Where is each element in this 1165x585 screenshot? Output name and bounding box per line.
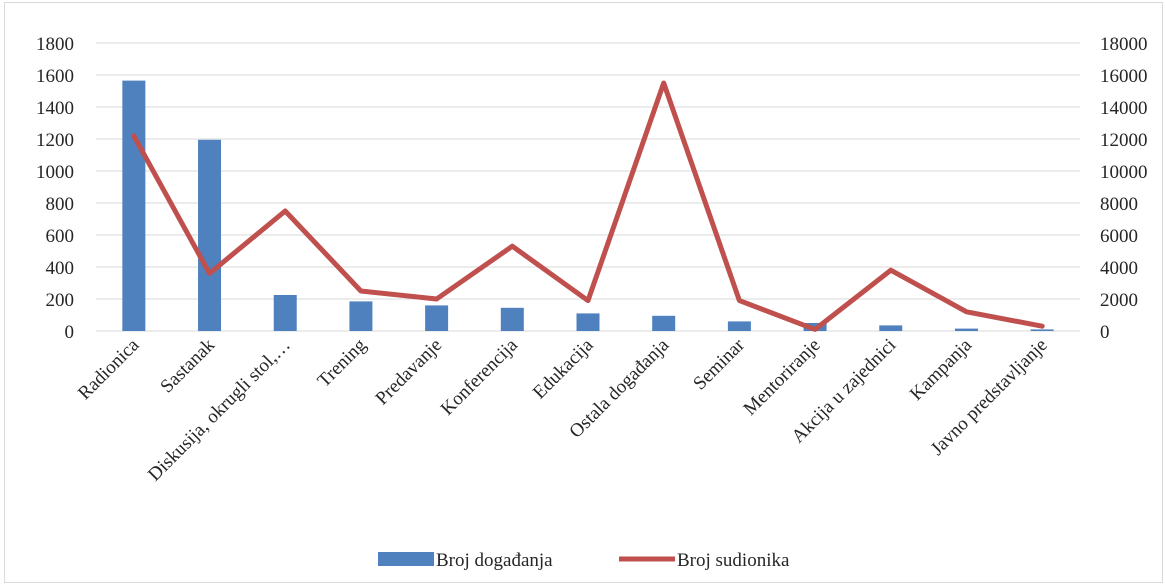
category-label: Kampanja (906, 334, 976, 404)
chart-frame (4, 2, 1163, 583)
bar (122, 80, 146, 331)
legend-swatch-broj-dogadanja (378, 552, 434, 566)
category-label: Edukacija (529, 334, 598, 403)
left-tick-label: 1200 (36, 130, 74, 151)
right-tick-label: 4000 (1100, 258, 1138, 279)
category-label: Sastanak (156, 334, 219, 397)
left-tick-label: 1400 (36, 98, 74, 119)
legend: Broj događanja Broj sudionika (378, 550, 790, 571)
right-tick-label: 6000 (1100, 226, 1138, 247)
series-line (131, 80, 1045, 332)
bar (349, 301, 373, 331)
left-tick-label: 0 (65, 322, 75, 343)
left-tick-label: 400 (46, 258, 75, 279)
right-tick-label: 2000 (1100, 290, 1138, 311)
legend-label-broj-dogadanja: Broj događanja (436, 550, 553, 571)
bar (273, 295, 297, 331)
right-tick-label: 10000 (1100, 162, 1148, 183)
category-label: Diskusija, okrugli stol,… (144, 335, 295, 486)
bar (879, 325, 903, 331)
category-label: Konferencija (437, 334, 522, 419)
legend-label-broj-sudionika: Broj sudionika (677, 550, 790, 571)
bar (500, 307, 524, 331)
bar (1030, 329, 1054, 331)
category-label: Trening (314, 334, 371, 391)
bar (425, 305, 449, 331)
gridlines (96, 42, 1080, 332)
left-axis-ticks: 0 200 400 600 800 1000 1200 1400 1600 1800 (36, 34, 74, 343)
bar (727, 321, 751, 331)
right-tick-label: 16000 (1100, 66, 1148, 87)
left-tick-label: 1000 (36, 162, 74, 183)
left-tick-label: 1600 (36, 66, 74, 87)
right-tick-label: 8000 (1100, 194, 1138, 215)
left-tick-label: 800 (46, 194, 75, 215)
category-label: Predavanje (372, 335, 447, 410)
left-tick-label: 200 (46, 290, 75, 311)
right-tick-label: 14000 (1100, 98, 1148, 119)
line-series-broj-sudionika (131, 80, 1045, 332)
bar (576, 313, 600, 331)
left-tick-label: 600 (46, 226, 75, 247)
right-tick-label: 0 (1100, 322, 1110, 343)
category-label: Seminar (689, 334, 749, 394)
category-label: Radionica (74, 334, 144, 404)
right-tick-label: 12000 (1100, 130, 1148, 151)
left-tick-label: 1800 (36, 34, 74, 55)
right-axis-ticks: 0 2000 4000 6000 8000 10000 12000 14000 16000 180… (1100, 34, 1148, 343)
bar (198, 139, 222, 331)
bar-series-broj-dogadanja (122, 80, 1054, 331)
bar (652, 315, 676, 331)
right-tick-label: 18000 (1100, 34, 1148, 55)
bar (954, 328, 978, 331)
